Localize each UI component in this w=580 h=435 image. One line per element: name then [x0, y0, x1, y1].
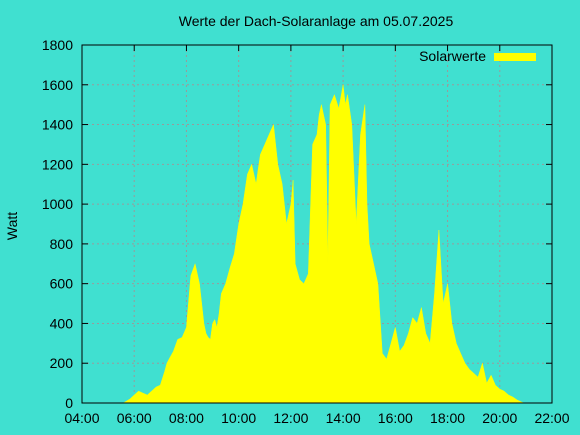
x-tick-label: 06:00 — [117, 410, 152, 426]
x-tick-labels: 04:00 06:00 08:00 10:00 12:00 14:00 16:00 18:00… — [64, 410, 569, 426]
y-tick-labels: 0 200 400 600 800 1000 1200 1400 1600 1800 — [42, 37, 73, 411]
y-tick-label: 1400 — [42, 117, 73, 133]
x-tick-label: 16:00 — [378, 410, 413, 426]
y-tick-label: 0 — [65, 395, 73, 411]
x-tick-label: 12:00 — [273, 410, 308, 426]
x-tick-label: 08:00 — [169, 410, 204, 426]
legend-label: Solarwerte — [419, 48, 486, 64]
x-tick-label: 14:00 — [326, 410, 361, 426]
legend: Solarwerte — [419, 48, 536, 64]
x-tick-label: 22:00 — [534, 410, 569, 426]
x-tick-label: 18:00 — [430, 410, 465, 426]
series-area-layer — [122, 84, 524, 404]
x-tick-label: 04:00 — [64, 410, 99, 426]
y-tick-label: 1600 — [42, 77, 73, 93]
y-tick-label: 800 — [50, 236, 74, 252]
x-tick-label: 20:00 — [482, 410, 517, 426]
y-tick-label: 1200 — [42, 156, 73, 172]
plot-frame — [81, 44, 553, 404]
y-tick-label: 600 — [50, 276, 74, 292]
y-axis-title: Watt — [4, 212, 20, 240]
series-area-0 — [122, 84, 524, 404]
y-tick-label: 1000 — [42, 196, 73, 212]
legend-swatch — [494, 53, 536, 61]
y-tick-label: 400 — [50, 315, 74, 331]
x-tick-label: 10:00 — [221, 410, 256, 426]
y-tick-label: 200 — [50, 355, 74, 371]
chart-title: Werte der Dach-Solaranlage am 05.07.2025 — [179, 13, 454, 29]
y-tick-label: 1800 — [42, 37, 73, 53]
